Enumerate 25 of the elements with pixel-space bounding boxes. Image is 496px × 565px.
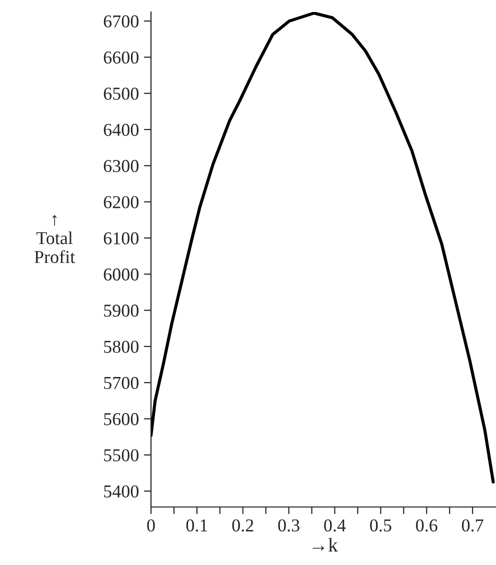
y-tick-label: 6500 (104, 88, 139, 100)
x-tick-label: 0.4 (324, 519, 346, 532)
x-tick-label: 0.3 (278, 519, 300, 532)
y-tick-label: 5700 (104, 376, 139, 390)
y-tick-label: 5600 (104, 413, 139, 426)
y-tick-label: 6400 (104, 124, 139, 136)
line-series (151, 12, 495, 484)
x-tick-label: 0.1 (186, 519, 208, 532)
x-tick-label: 0.2 (232, 519, 254, 532)
y-tick-label: 6100 (104, 232, 139, 244)
y-tick-label: 6000 (104, 268, 139, 281)
y-axis-title: ↑ Total Profit (34, 215, 75, 264)
x-tick-label: 0.5 (370, 519, 392, 532)
x-tick-label: 0.6 (416, 519, 438, 532)
y-tick-label: 6600 (104, 51, 139, 64)
y-tick-label: 5800 (104, 340, 139, 353)
y-tick-label: 5400 (104, 485, 139, 498)
y-tick-label: 5900 (104, 304, 139, 317)
x-tick-label: 0 (147, 519, 155, 532)
y-tick-label: 6200 (104, 196, 139, 208)
x-tick-label: 0.7 (462, 519, 484, 532)
y-tick-label: 6300 (104, 160, 139, 172)
x-axis-title: →k (312, 538, 338, 552)
y-tick-label: 5500 (104, 449, 139, 462)
y-tick-label: 6700 (104, 15, 139, 28)
